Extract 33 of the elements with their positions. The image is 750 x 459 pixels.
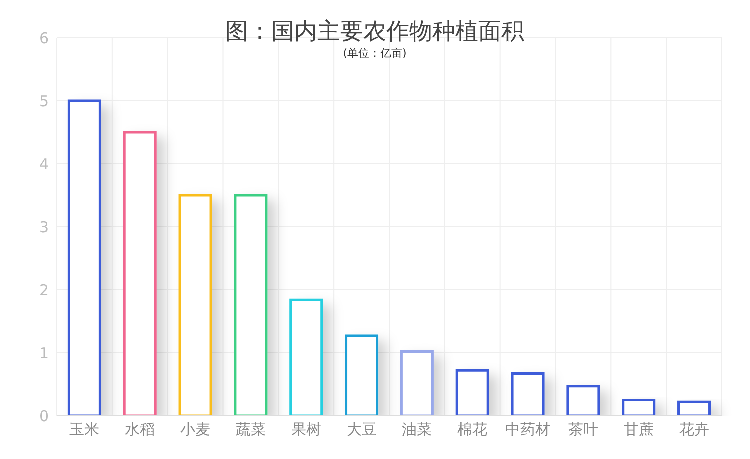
bar	[345, 334, 379, 416]
bar	[290, 298, 324, 416]
bar	[566, 385, 600, 416]
x-tick-label: 茶叶	[568, 420, 598, 439]
x-tick-label: 中药材	[506, 420, 551, 439]
y-tick-label: 6	[39, 29, 49, 48]
y-tick-label: 0	[39, 407, 49, 426]
bar	[622, 399, 656, 416]
x-tick-label: 棉花	[458, 420, 488, 439]
y-tick-label: 1	[39, 344, 49, 362]
bar	[400, 350, 434, 416]
y-tick-label: 2	[39, 281, 49, 300]
y-tick-label: 4	[39, 155, 49, 174]
y-tick-label: 5	[39, 92, 49, 110]
x-tick-label: 小麦	[180, 420, 211, 439]
bar	[178, 194, 212, 416]
x-tick-label: 大豆	[346, 420, 377, 439]
x-tick-label: 甘蔗	[624, 420, 654, 439]
chart-title: 图：国内主要农作物种植面积	[226, 19, 524, 45]
x-tick-label: 玉米	[70, 420, 100, 439]
bar	[511, 372, 545, 416]
x-tick-label: 油菜	[402, 420, 432, 439]
bar	[123, 131, 157, 416]
x-tick-label: 果树	[291, 420, 322, 439]
x-tick-label: 花卉	[679, 420, 710, 439]
bar	[456, 369, 490, 416]
x-tick-label: 水稻	[125, 420, 156, 439]
bar	[678, 400, 712, 416]
bar	[68, 100, 102, 416]
text: (单位：亿亩)	[342, 46, 408, 61]
bar	[234, 194, 268, 416]
y-tick-label: 3	[39, 218, 49, 236]
x-tick-label: 蔬菜	[236, 420, 266, 439]
